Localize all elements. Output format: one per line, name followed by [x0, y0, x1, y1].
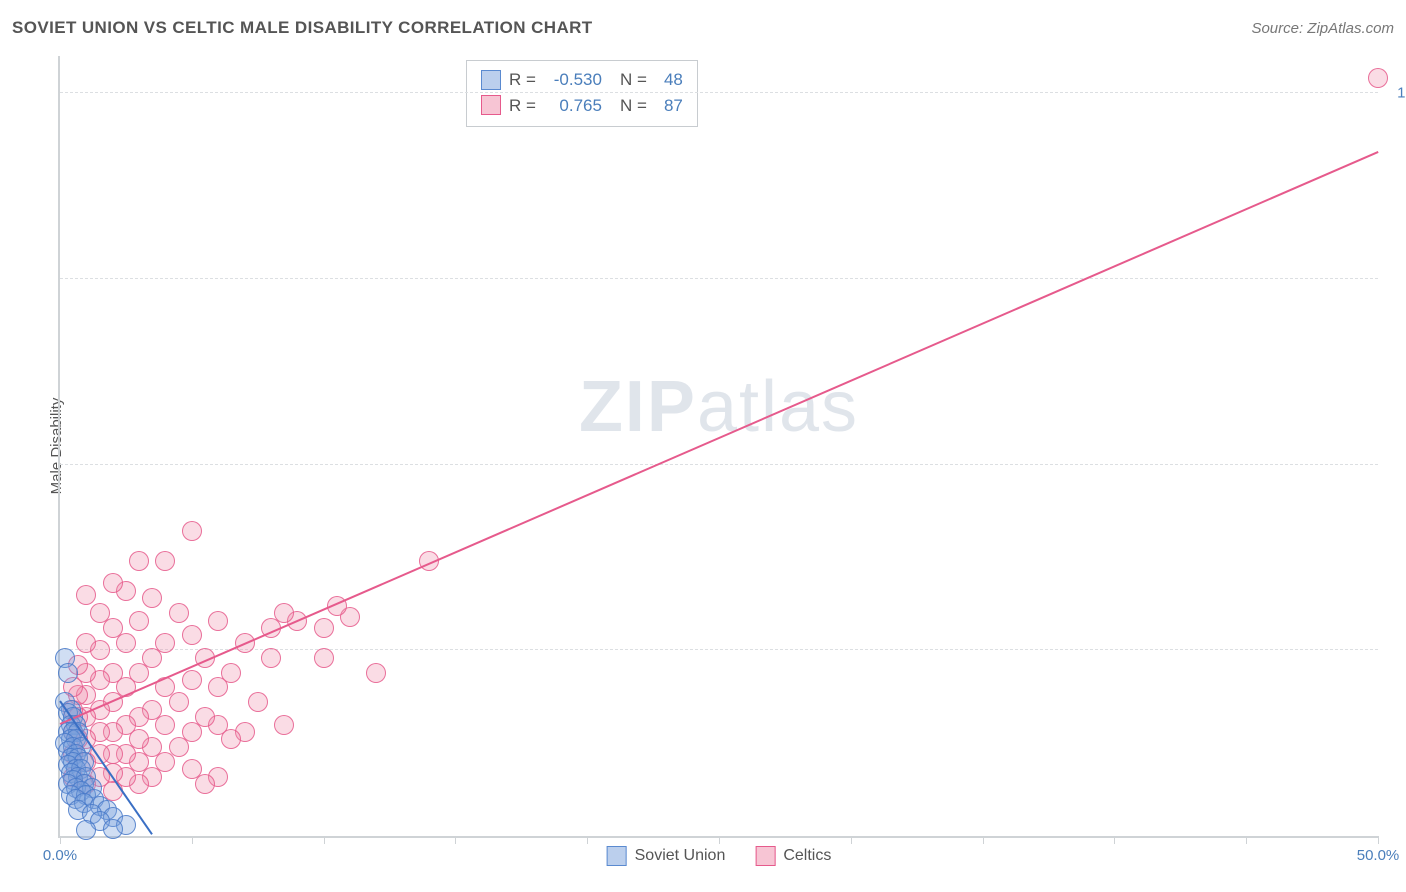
legend-stats-box: R = -0.530 N = 48 R = 0.765 N = 87 [466, 60, 698, 127]
x-tick [60, 836, 61, 844]
legend-item-celtic: Celtics [755, 846, 831, 866]
marker-celtic [182, 759, 202, 779]
gridline [60, 464, 1378, 465]
swatch-blue-icon [607, 846, 627, 866]
marker-celtic [76, 585, 96, 605]
x-tick [851, 836, 852, 844]
x-tick [1378, 836, 1379, 844]
stat-r-label: R = [509, 93, 536, 119]
marker-celtic [208, 611, 228, 631]
marker-celtic [182, 670, 202, 690]
marker-celtic [261, 648, 281, 668]
swatch-pink-icon [481, 95, 501, 115]
marker-celtic [169, 603, 189, 623]
stat-r-celtic: 0.765 [544, 93, 602, 119]
source-label: Source: ZipAtlas.com [1251, 20, 1394, 37]
gridline [60, 278, 1378, 279]
marker-celtic [314, 648, 334, 668]
x-tick [983, 836, 984, 844]
legend-label-celtic: Celtics [783, 847, 831, 865]
marker-celtic [182, 521, 202, 541]
y-tick-label: 25.0% [1388, 642, 1406, 659]
watermark-bold: ZIP [579, 367, 697, 447]
legend-stats-row-soviet: R = -0.530 N = 48 [481, 67, 683, 93]
marker-celtic [248, 692, 268, 712]
chart-title: SOVIET UNION VS CELTIC MALE DISABILITY C… [12, 18, 593, 38]
y-tick-label: 100.0% [1388, 85, 1406, 102]
x-tick [587, 836, 588, 844]
marker-celtic [314, 618, 334, 638]
legend-label-soviet: Soviet Union [635, 847, 726, 865]
legend-bottom: Soviet Union Celtics [607, 846, 832, 866]
x-tick [324, 836, 325, 844]
marker-celtic [1368, 68, 1388, 88]
x-tick [455, 836, 456, 844]
gridline [60, 92, 1378, 93]
marker-celtic [129, 611, 149, 631]
stat-n-celtic: 87 [655, 93, 683, 119]
marker-celtic [155, 551, 175, 571]
stat-n-soviet: 48 [655, 67, 683, 93]
stat-n-label: N = [620, 93, 647, 119]
x-tick [719, 836, 720, 844]
stat-r-label: R = [509, 67, 536, 93]
marker-celtic [103, 573, 123, 593]
swatch-pink-icon [755, 846, 775, 866]
stat-n-label: N = [620, 67, 647, 93]
marker-soviet [103, 819, 123, 839]
x-tick [1246, 836, 1247, 844]
gridline [60, 649, 1378, 650]
marker-celtic [366, 663, 386, 683]
marker-celtic [274, 715, 294, 735]
marker-celtic [182, 625, 202, 645]
x-tick-label: 50.0% [1357, 847, 1400, 864]
marker-soviet [76, 820, 96, 840]
marker-celtic [76, 633, 96, 653]
legend-stats-row-celtic: R = 0.765 N = 87 [481, 93, 683, 119]
y-tick-label: 75.0% [1388, 270, 1406, 287]
scatter-plot: ZIPatlas R = -0.530 N = 48 R = 0.765 N =… [58, 56, 1378, 838]
stat-r-soviet: -0.530 [544, 67, 602, 93]
y-tick-label: 50.0% [1388, 456, 1406, 473]
marker-celtic [208, 677, 228, 697]
marker-soviet [58, 663, 78, 683]
swatch-blue-icon [481, 70, 501, 90]
x-tick [1114, 836, 1115, 844]
marker-celtic [129, 551, 149, 571]
legend-item-soviet: Soviet Union [607, 846, 726, 866]
x-tick-label: 0.0% [43, 847, 77, 864]
x-tick [192, 836, 193, 844]
marker-celtic [90, 603, 110, 623]
trendline-celtic [60, 151, 1379, 725]
marker-celtic [155, 715, 175, 735]
marker-celtic [142, 588, 162, 608]
